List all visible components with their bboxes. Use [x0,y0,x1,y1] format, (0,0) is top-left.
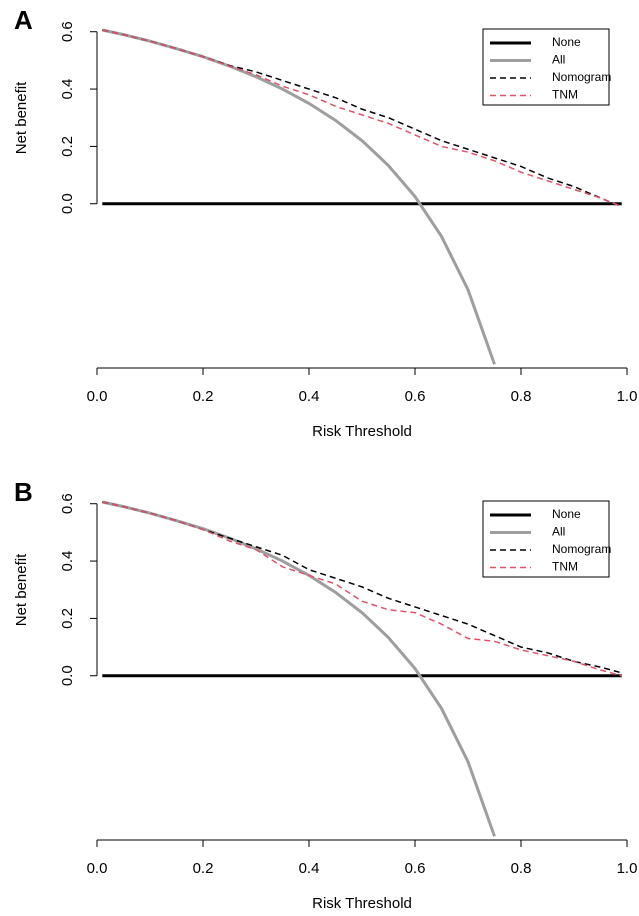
x-tick-label: 0.6 [405,860,426,877]
x-axis-title: Risk Threshold [312,423,412,440]
panel-label: A [14,5,33,35]
x-tick-label: 0.8 [511,860,532,877]
series-line [101,500,496,837]
x-axis-title: Risk Threshold [312,895,412,911]
x-tick-label: 0.0 [87,860,108,877]
legend-label: None [552,35,581,49]
x-tick-label: 0.2 [193,860,214,877]
x-tick-label: 0.0 [87,388,108,405]
series-line [102,29,622,208]
x-tick-label: 1.0 [617,860,638,877]
x-tick-label: 0.2 [193,388,214,405]
x-tick-label: 0.4 [299,388,320,405]
x-tick-label: 0.4 [299,860,320,877]
y-axis-title: Net benefit [13,81,30,154]
legend-label: All [552,53,565,67]
legend-label: TNM [552,560,578,574]
legend-box [482,28,610,106]
panel-label: B [14,477,33,507]
x-tick-label: 0.6 [405,388,426,405]
legend-label: Nomogram [552,542,611,556]
y-tick-label: 0.4 [59,551,76,572]
x-tick-label: 1.0 [617,388,638,405]
y-tick-label: 0.2 [59,608,76,629]
legend-label: All [552,525,565,539]
y-tick-label: 0.2 [59,136,76,157]
legend-box [482,500,610,578]
y-tick-label: 0.0 [59,193,76,214]
legend-label: Nomogram [552,70,611,84]
y-tick-label: 0.6 [59,493,76,514]
legend-label: None [552,507,581,521]
series-line [101,28,496,365]
legend-label: TNM [552,88,578,102]
series-line [102,501,622,677]
y-tick-label: 0.6 [59,21,76,42]
y-axis-title: Net benefit [13,553,30,626]
y-tick-label: 0.0 [59,665,76,686]
x-tick-label: 0.8 [511,388,532,405]
y-tick-label: 0.4 [59,79,76,100]
